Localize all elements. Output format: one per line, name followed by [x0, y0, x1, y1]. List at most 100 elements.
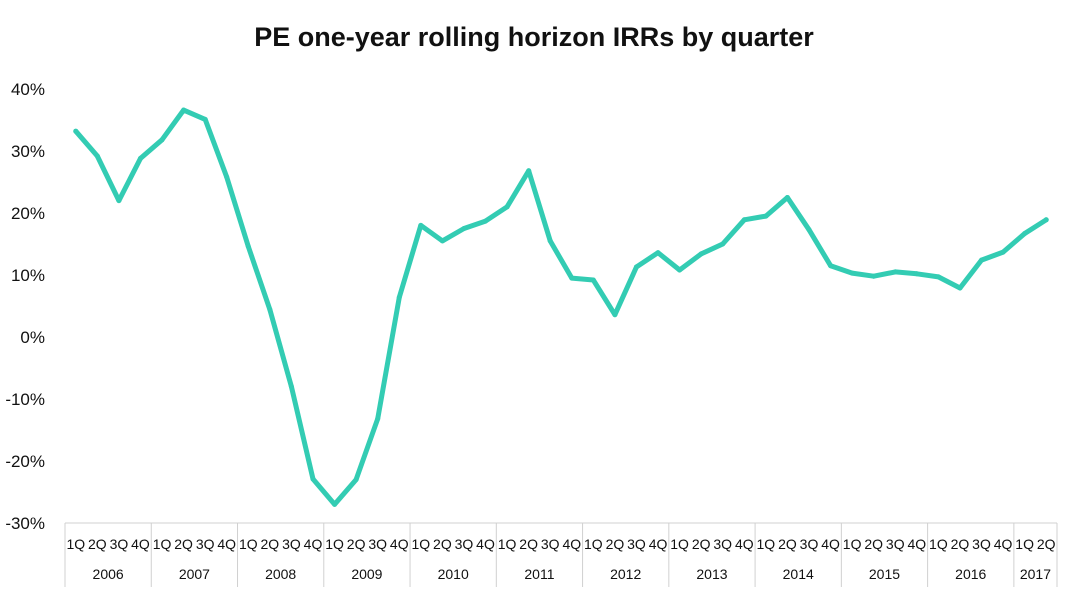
year-tick-label: 2013	[696, 566, 727, 582]
quarter-tick-label: 3Q	[541, 536, 560, 552]
quarter-tick-label: 3Q	[713, 536, 732, 552]
quarter-tick-label: 2Q	[174, 536, 193, 552]
data-point	[483, 218, 488, 224]
quarter-tick-label: 1Q	[584, 536, 603, 552]
y-tick-label: -30%	[5, 514, 45, 533]
quarter-tick-label: 3Q	[368, 536, 387, 552]
year-tick-label: 2008	[265, 566, 296, 582]
data-point	[935, 274, 941, 280]
quarter-tick-label: 4Q	[131, 536, 150, 552]
quarter-tick-label: 3Q	[627, 536, 646, 552]
quarter-tick-label: 4Q	[304, 536, 323, 552]
y-tick-label: 40%	[11, 80, 45, 99]
y-tick-label: 10%	[11, 266, 45, 285]
data-point	[677, 267, 683, 273]
year-tick-label: 2017	[1020, 566, 1051, 582]
quarter-tick-label: 4Q	[390, 536, 409, 552]
quarter-tick-label: 4Q	[649, 536, 668, 552]
data-point	[784, 195, 790, 200]
quarter-tick-label: 2Q	[347, 536, 366, 552]
quarter-tick-label: 1Q	[66, 536, 85, 552]
data-point	[849, 270, 855, 276]
y-tick-label: -10%	[5, 390, 45, 409]
quarter-tick-label: 4Q	[907, 536, 926, 552]
data-point	[1022, 231, 1028, 236]
quarter-tick-label: 3Q	[110, 536, 129, 552]
data-point	[396, 294, 402, 300]
data-point	[547, 238, 553, 244]
quarter-tick-label: 1Q	[498, 536, 517, 552]
quarter-tick-label: 3Q	[800, 536, 819, 552]
quarter-tick-label: 1Q	[929, 536, 948, 552]
data-point	[224, 174, 230, 180]
year-tick-label: 2011	[524, 566, 554, 582]
quarter-tick-label: 4Q	[821, 536, 840, 552]
data-point	[720, 241, 726, 247]
data-point	[245, 244, 251, 249]
quarter-tick-label: 2Q	[433, 536, 452, 552]
data-point	[310, 476, 316, 482]
data-point	[418, 222, 424, 228]
data-point	[504, 204, 510, 210]
data-point	[634, 264, 639, 270]
data-point	[590, 277, 596, 283]
chart-title: PE one-year rolling horizon IRRs by quar…	[254, 22, 814, 52]
y-tick-label: 20%	[11, 204, 45, 223]
data-point	[806, 227, 812, 233]
data-point	[181, 107, 187, 113]
data-point	[892, 269, 898, 275]
quarter-tick-label: 2Q	[951, 536, 970, 552]
data-point	[94, 153, 100, 159]
data-point	[655, 250, 661, 256]
quarter-tick-label: 4Q	[735, 536, 754, 552]
quarter-tick-label: 1Q	[1015, 536, 1034, 552]
y-axis: 40% 30% 20% 10% 0% -10% -20% -30%	[5, 80, 45, 533]
data-point	[1043, 217, 1049, 223]
quarter-tick-label: 3Q	[196, 536, 215, 552]
quarter-tick-label: 3Q	[282, 536, 301, 552]
data-point	[375, 416, 381, 422]
data-point	[741, 217, 747, 223]
quarter-tick-label: 4Q	[217, 536, 236, 552]
data-point	[73, 128, 79, 134]
quarter-tick-label: 2Q	[88, 536, 107, 552]
quarter-tick-label: 2Q	[778, 536, 797, 552]
data-point	[871, 273, 877, 279]
year-tick-label: 2009	[351, 566, 382, 582]
series-line	[73, 107, 1049, 507]
plot-area	[73, 107, 1049, 507]
data-point	[526, 168, 532, 174]
quarter-tick-label: 4Q	[476, 536, 495, 552]
data-point	[288, 384, 294, 390]
quarter-tick-label: 4Q	[562, 536, 581, 552]
data-point	[612, 312, 618, 318]
data-point	[353, 477, 359, 483]
data-point	[202, 116, 208, 122]
data-point	[979, 257, 984, 263]
quarter-tick-label: 2Q	[519, 536, 538, 552]
data-point	[461, 226, 467, 231]
quarter-tick-label: 1Q	[670, 536, 689, 552]
quarter-tick-label: 1Q	[239, 536, 258, 552]
year-tick-label: 2007	[179, 566, 210, 582]
data-point	[828, 263, 834, 269]
quarter-tick-label: 3Q	[972, 536, 991, 552]
data-point	[914, 271, 920, 277]
data-point	[116, 198, 122, 204]
quarter-tick-label: 1Q	[411, 536, 430, 552]
quarter-tick-label: 2Q	[261, 536, 280, 552]
quarter-tick-label: 1Q	[153, 536, 172, 552]
year-tick-label: 2006	[93, 566, 124, 582]
year-tick-label: 2016	[955, 566, 986, 582]
year-tick-label: 2015	[869, 566, 900, 582]
quarter-tick-label: 4Q	[994, 536, 1013, 552]
quarter-tick-label: 2Q	[606, 536, 625, 552]
y-tick-label: -20%	[5, 452, 45, 471]
y-tick-label: 0%	[20, 328, 45, 347]
data-point	[1000, 249, 1006, 255]
quarter-tick-label: 1Q	[843, 536, 862, 552]
quarter-tick-label: 2Q	[864, 536, 883, 552]
year-tick-label: 2010	[438, 566, 469, 582]
